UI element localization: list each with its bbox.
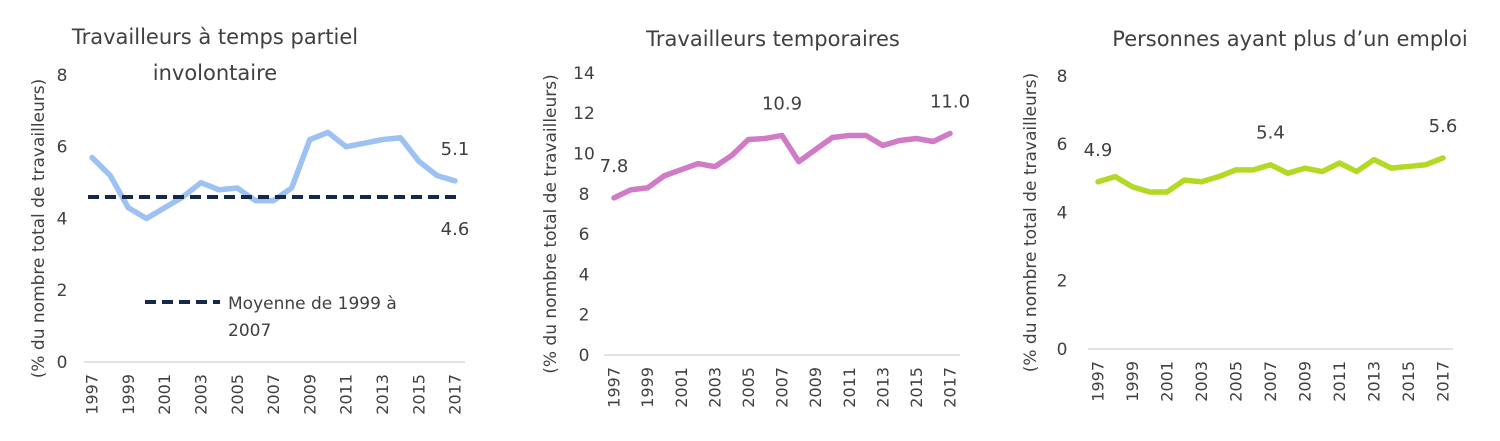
x-tick-label: 2003 <box>1192 361 1211 402</box>
x-tick-label: 1997 <box>1089 361 1108 402</box>
x-tick-label: 2009 <box>300 374 319 415</box>
y-axis-label: (% du nombre total de travailleurs) <box>1021 73 1041 373</box>
data-label: 5.1 <box>441 139 470 160</box>
y-tick-label: 2 <box>57 281 68 301</box>
y-tick-label: 12 <box>573 104 595 124</box>
x-tick-label: 2005 <box>739 367 758 408</box>
x-tick-label: 2015 <box>1399 361 1418 402</box>
x-tick-label: 2017 <box>1434 361 1453 402</box>
legend-label: 2007 <box>228 321 271 341</box>
data-label: 7.8 <box>600 156 629 177</box>
x-tick-label: 2017 <box>941 367 960 408</box>
legend-label: Moyenne de 1999 à <box>228 294 397 314</box>
y-tick-label: 8 <box>1057 67 1068 87</box>
x-tick-label: 2009 <box>806 367 825 408</box>
x-tick-label: 2001 <box>155 374 174 415</box>
x-tick-label: 2017 <box>446 374 465 415</box>
x-tick-label: 2013 <box>873 367 892 408</box>
x-tick-label: 2011 <box>337 374 356 415</box>
chart-panel-3: Personnes ayant plus d’un emploi (% du no… <box>1021 27 1468 402</box>
chart-title: Personnes ayant plus d’un emploi <box>1112 27 1467 51</box>
y-tick-label: 0 <box>1057 340 1068 360</box>
data-label: 5.4 <box>1256 123 1285 144</box>
y-tick-label: 0 <box>57 353 68 373</box>
x-tick-label: 2007 <box>264 374 283 415</box>
y-tick-label: 2 <box>1057 272 1068 292</box>
data-label: 11.0 <box>930 91 970 112</box>
x-tick-label: 2009 <box>1296 361 1315 402</box>
y-tick-label: 10 <box>573 145 595 165</box>
x-tick-label: 1997 <box>605 367 624 408</box>
y-tick-label: 4 <box>579 265 590 285</box>
data-label: 4.9 <box>1084 140 1113 161</box>
chart-panel-2: Travailleurs temporaires (% du nombre tot… <box>541 27 970 408</box>
x-tick-label: 2013 <box>373 374 392 415</box>
y-tick-label: 4 <box>57 209 68 229</box>
y-axis-label: (% du nombre total de travailleurs) <box>29 79 49 379</box>
x-tick-label: 2015 <box>409 374 428 415</box>
y-tick-label: 6 <box>57 138 68 158</box>
series-line <box>92 132 455 218</box>
x-tick-label: 2005 <box>1227 361 1246 402</box>
x-tick-label: 2007 <box>1261 361 1280 402</box>
chart-panel-1: Travailleurs à temps partiel involontaire… <box>29 25 469 415</box>
chart-title: Travailleurs à temps partiel <box>71 25 358 49</box>
x-tick-label: 2013 <box>1365 361 1384 402</box>
chart-title: involontaire <box>153 61 277 85</box>
x-tick-label: 2011 <box>1330 361 1349 402</box>
series-line <box>614 133 950 197</box>
x-tick-label: 2015 <box>907 367 926 408</box>
x-tick-label: 1997 <box>83 374 102 415</box>
data-label: 10.9 <box>762 93 802 114</box>
x-tick-label: 1999 <box>1123 361 1142 402</box>
y-tick-label: 8 <box>579 185 590 205</box>
y-axis-label: (% du nombre total de travailleurs) <box>541 74 561 374</box>
y-tick-label: 6 <box>1057 135 1068 155</box>
data-label: 5.6 <box>1429 116 1458 137</box>
series-line <box>1098 158 1443 192</box>
y-tick-label: 2 <box>579 306 590 326</box>
x-tick-label: 2007 <box>773 367 792 408</box>
data-label: 4.6 <box>441 219 470 240</box>
chart-title: Travailleurs temporaires <box>645 27 900 51</box>
y-tick-label: 14 <box>573 64 595 84</box>
x-tick-label: 2001 <box>672 367 691 408</box>
x-tick-label: 2001 <box>1158 361 1177 402</box>
x-tick-label: 1999 <box>119 374 138 415</box>
y-tick-label: 6 <box>579 225 590 245</box>
y-tick-label: 4 <box>1057 203 1068 223</box>
y-tick-label: 0 <box>579 346 590 366</box>
x-tick-label: 2011 <box>840 367 859 408</box>
x-tick-label: 2003 <box>192 374 211 415</box>
y-tick-label: 8 <box>57 66 68 86</box>
x-tick-label: 1999 <box>638 367 657 408</box>
x-tick-label: 2005 <box>228 374 247 415</box>
x-tick-label: 2003 <box>705 367 724 408</box>
